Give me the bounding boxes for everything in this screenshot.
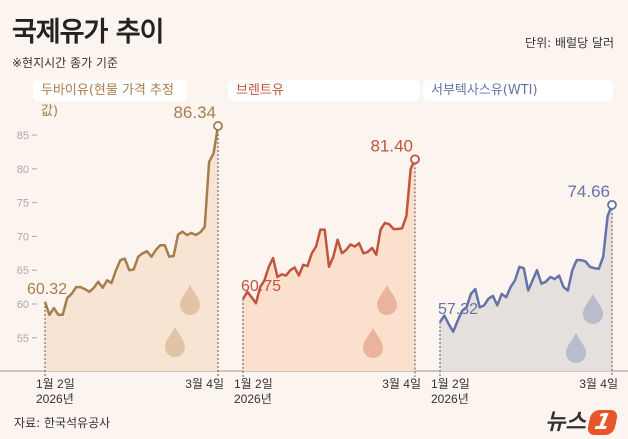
start-value-label: 60.32 (27, 281, 67, 298)
y-tick-label: 60 (17, 299, 29, 311)
source-note: 자료: 한국석유공사 (14, 416, 111, 430)
x-start-label: 1월 2일 (36, 377, 75, 391)
oil-drop-icon (180, 285, 200, 315)
x-start-label: 1월 2일 (234, 377, 273, 391)
x-start-label: 1월 2일 (431, 377, 470, 391)
news1-logo: 뉴스 1 (545, 404, 619, 436)
end-value-label: 74.66 (567, 182, 610, 201)
end-value-label: 81.40 (370, 136, 413, 155)
x-end-label: 3월 4일 (382, 377, 421, 391)
series-line (438, 204, 614, 333)
panel-header-brent: 브렌트유 (228, 80, 420, 101)
end-point-marker (607, 199, 617, 210)
oil-drop-icon (363, 328, 383, 358)
area-fill (45, 125, 218, 372)
end-point-marker (410, 154, 420, 165)
x-end-label: 3월 4일 (185, 377, 224, 391)
subtitle: ※현지시간 종가 기준 (12, 56, 119, 70)
page-title: 국제유가 추이 (12, 17, 164, 48)
area-fill (440, 204, 612, 371)
y-tick-label: 85 (17, 130, 29, 142)
oil-drop-icon (583, 294, 603, 324)
x-start-year-label: 2026년 (234, 392, 272, 406)
oil-drop-icon (566, 333, 586, 363)
end-value-label: 86.34 (173, 103, 216, 122)
y-tick-label: 65 (17, 265, 29, 277)
y-tick-label: 80 (17, 164, 29, 176)
panel-header-dubai: 두바이유(현물 가격 추정값) (33, 80, 187, 119)
oil-drop-icon (377, 285, 397, 315)
x-start-year-label: 2026년 (36, 392, 74, 406)
y-tick-label: 75 (17, 198, 29, 210)
oil-drop-icon (165, 327, 185, 357)
start-value-label: 57.32 (438, 301, 478, 318)
unit-label: 단위: 배럴당 달러 (525, 36, 614, 50)
x-end-label: 3월 4일 (579, 377, 618, 391)
series-line (241, 158, 417, 305)
y-tick-label: 70 (17, 231, 29, 243)
start-value-label: 60.75 (241, 278, 281, 295)
panel-header-wti: 서부텍사스유(WTI) (423, 80, 613, 101)
x-start-year-label: 2026년 (431, 392, 469, 406)
y-tick-label: 55 (17, 333, 29, 345)
area-fill (243, 159, 415, 371)
end-point-marker (213, 121, 223, 131)
series-line (43, 125, 220, 317)
